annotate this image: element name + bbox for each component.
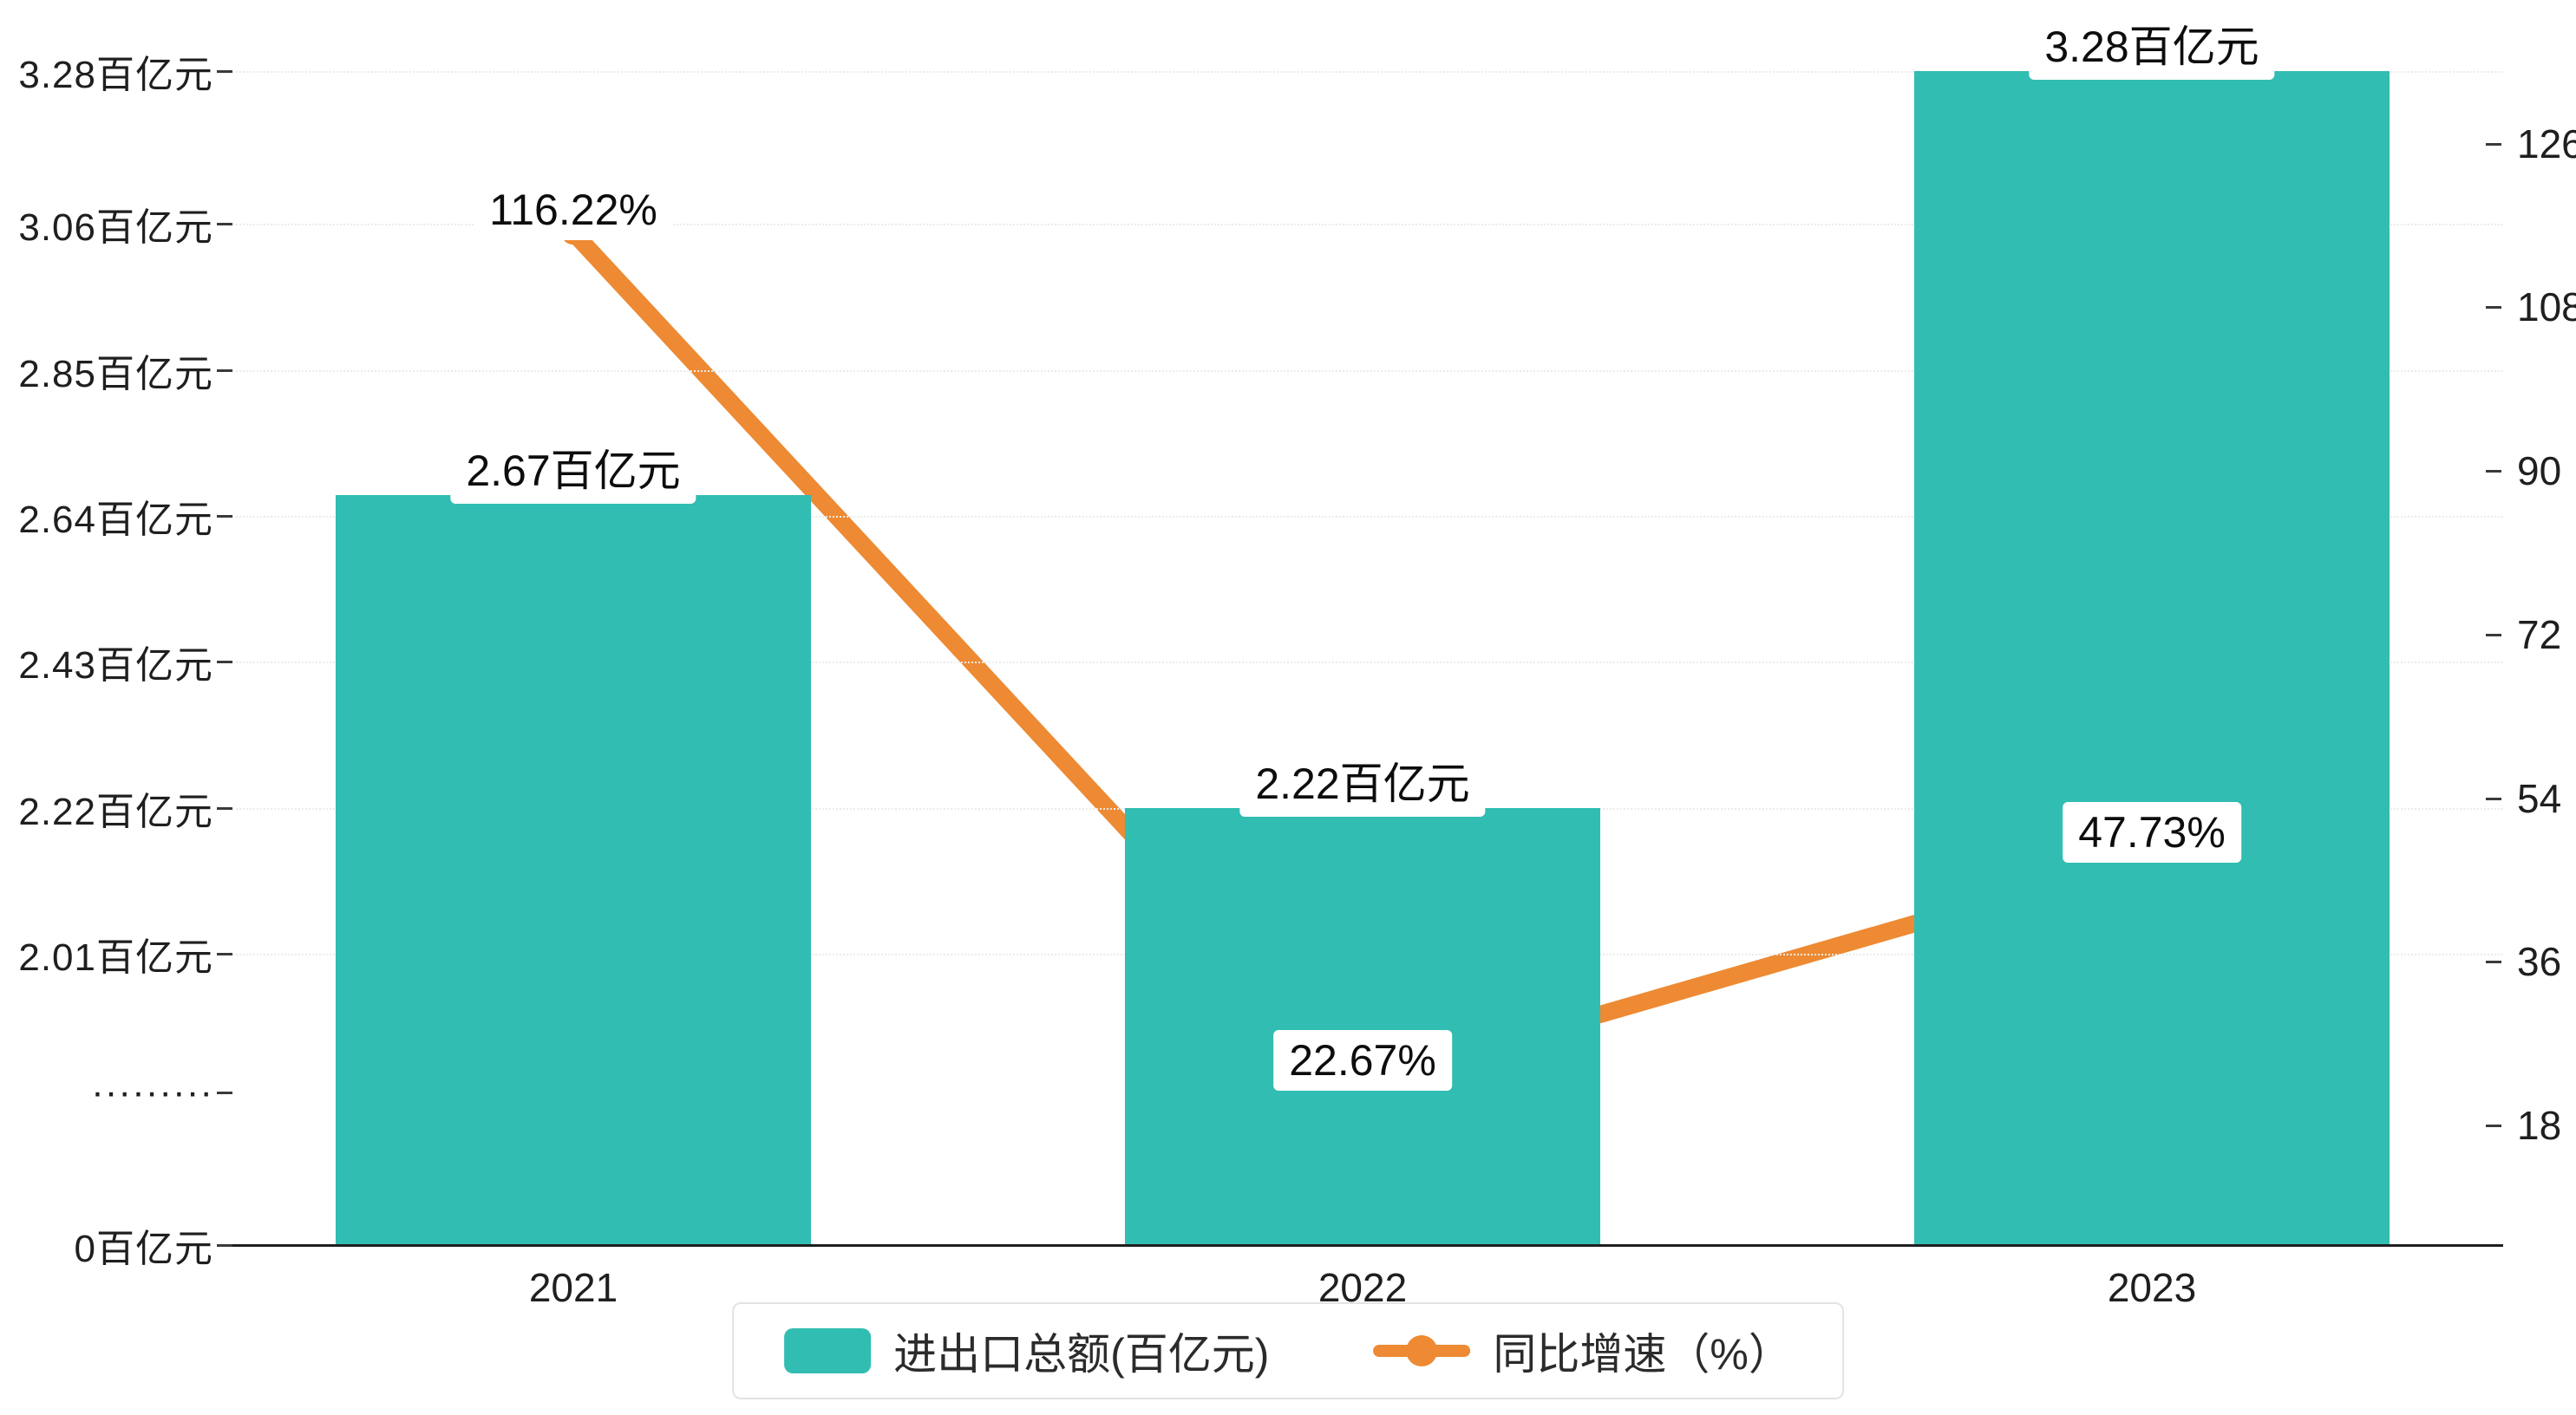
bar-swatch-icon (784, 1328, 872, 1373)
gridline (232, 70, 2503, 73)
y-axis-tick (217, 223, 232, 226)
gridline (232, 224, 2503, 226)
y-axis-label: 2.22百亿元 (18, 790, 213, 833)
y-axis-label: 3.28百亿元 (18, 53, 213, 96)
y-axis-label: 0百亿元 (74, 1228, 213, 1270)
gridline (232, 369, 2503, 372)
legend-label-line: 同比增速（%） (1493, 1330, 1792, 1379)
y2-axis-label: 54 (2517, 775, 2562, 821)
y2-axis-label: 18 (2517, 1103, 2562, 1148)
bar-value-label: 2.22百亿元 (1239, 743, 1486, 817)
bar-2023[interactable] (1914, 70, 2390, 1245)
y-axis-tick (217, 368, 232, 372)
y-axis-label: 2.43百亿元 (18, 644, 213, 688)
gridline (232, 662, 2503, 664)
y-axis-label: 2.01百亿元 (18, 936, 213, 979)
y-axis-label: ········· (91, 1071, 213, 1113)
line-value-label: 47.73% (2063, 802, 2241, 864)
x-axis-label: 2023 (2107, 1265, 2197, 1310)
y2-axis-tick (2486, 1125, 2501, 1127)
y-axis-tick (217, 514, 232, 518)
x-axis-line (232, 1244, 2503, 1247)
y-axis-tick (217, 1092, 232, 1094)
y-axis-tick (217, 1244, 232, 1247)
line-value-label: 116.22% (474, 179, 673, 241)
y2-axis-tick (2486, 797, 2501, 800)
y2-axis-tick (2486, 470, 2501, 473)
legend-label-bar: 进出口总额(百亿元) (893, 1330, 1270, 1379)
bar-value-label: 2.67百亿元 (450, 430, 696, 504)
y-axis-tick (217, 69, 232, 73)
line-marker-icon (1373, 1328, 1471, 1373)
y-axis-tick (217, 806, 232, 810)
x-axis-label: 2021 (528, 1265, 618, 1310)
y-axis-label: 2.64百亿元 (18, 498, 213, 541)
line-marker-dot (1406, 1335, 1438, 1366)
y2-axis-tick (2486, 961, 2501, 964)
line-value-label: 22.67% (1273, 1030, 1452, 1092)
y2-axis-label: 72 (2517, 611, 2562, 657)
bar-2022[interactable] (1125, 807, 1600, 1245)
bar-value-label: 3.28百亿元 (2029, 6, 2275, 80)
y2-axis-tick (2486, 633, 2501, 636)
legend-item-bar[interactable]: 进出口总额(百亿元) (784, 1320, 1269, 1382)
gridline (232, 515, 2503, 518)
y-axis-label: 2.85百亿元 (18, 352, 213, 395)
legend-item-line[interactable]: 同比增速（%） (1373, 1320, 1792, 1382)
y-axis-label: 3.06百亿元 (18, 206, 213, 250)
y2-axis-label: 36 (2517, 939, 2562, 985)
y2-axis-label: 108 (2517, 284, 2576, 330)
legend: 进出口总额(百亿元) 同比增速（%） (732, 1302, 1844, 1399)
y2-axis-label: 90 (2517, 448, 2562, 494)
y2-axis-tick (2486, 306, 2501, 310)
y-axis-tick (217, 953, 232, 955)
y2-axis-label: 126 (2517, 121, 2576, 166)
bar-2021[interactable] (336, 494, 811, 1245)
y2-axis-tick (2486, 142, 2501, 146)
y-axis-tick (217, 661, 232, 664)
